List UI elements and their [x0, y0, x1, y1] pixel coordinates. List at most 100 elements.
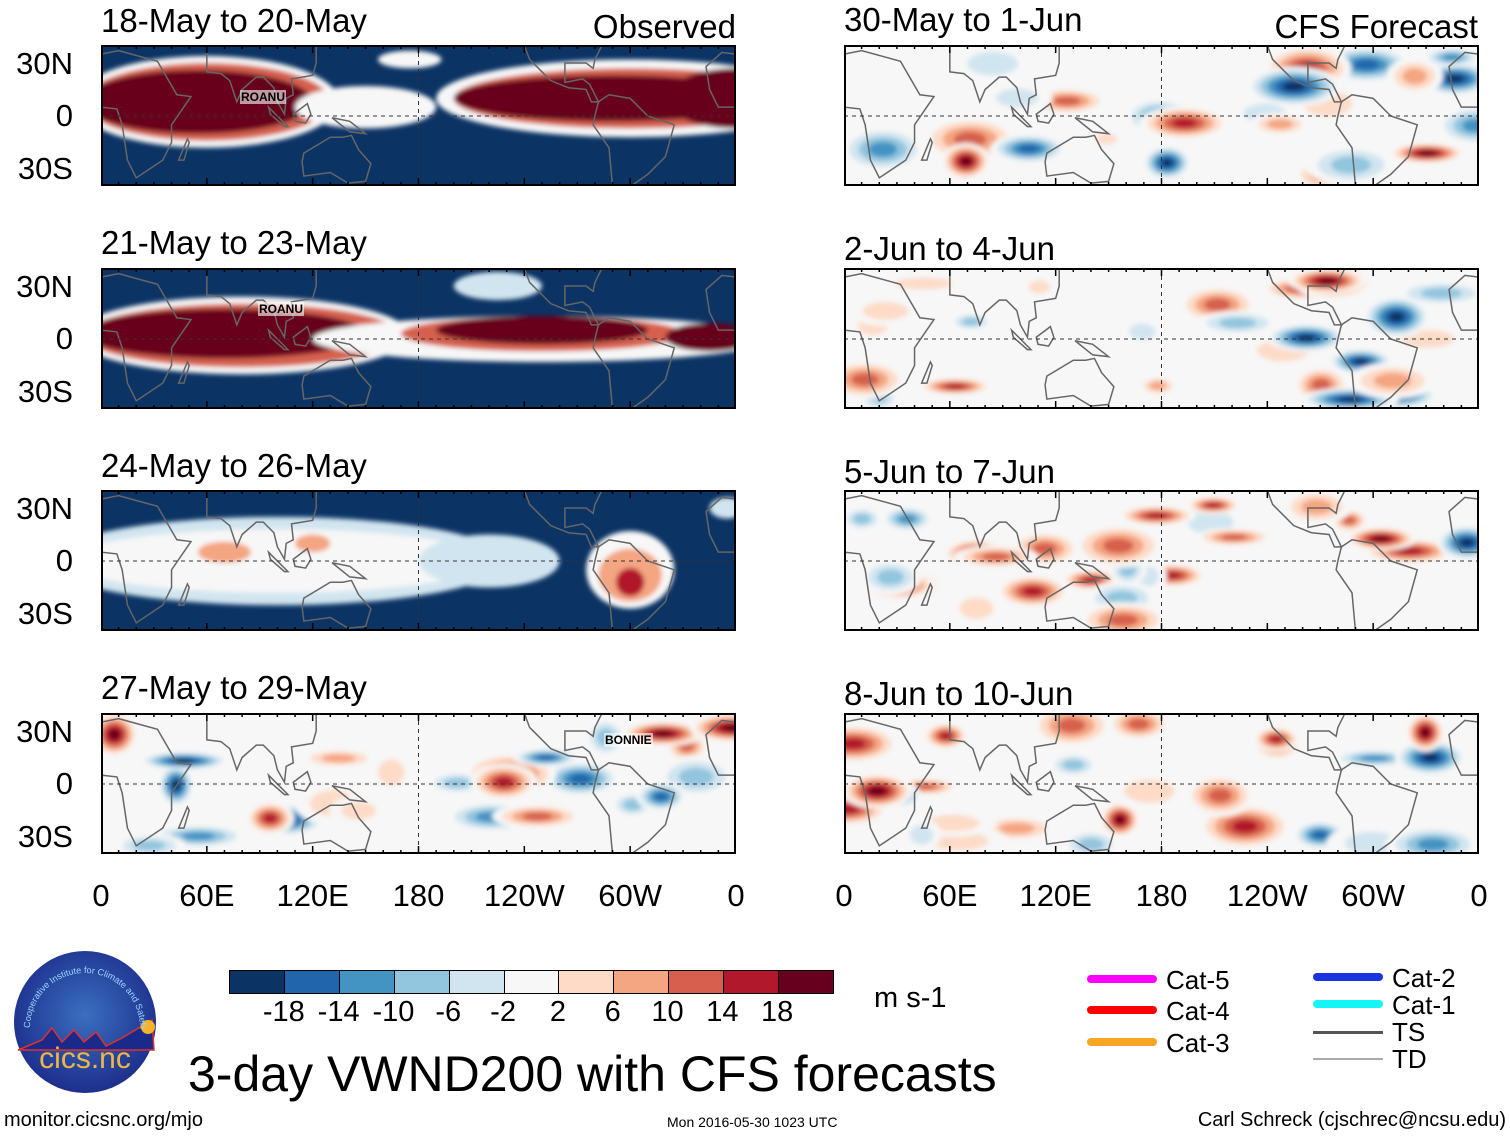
wind-anomaly-contour — [133, 840, 166, 851]
wind-anomaly-contour — [1317, 277, 1337, 284]
wind-anomaly-contour — [1095, 133, 1118, 145]
wind-anomaly-contour — [1232, 820, 1258, 833]
coastline — [920, 805, 933, 829]
wind-anomaly-contour — [321, 754, 356, 763]
footer-url[interactable]: monitor.cicsnc.org/mjo — [4, 1109, 203, 1131]
wind-anomaly-contour — [967, 51, 1019, 76]
wind-anomaly-contour — [1422, 753, 1439, 762]
wind-anomaly-contour — [1057, 718, 1086, 733]
legend-line-cat-2 — [1313, 973, 1383, 981]
colorbar-swatch — [339, 971, 395, 993]
footer-credit: Carl Schreck (cjschrec@ncsu.edu) — [1197, 1109, 1506, 1131]
lat-label: 0 — [55, 321, 73, 356]
colorbar-tick: 18 — [761, 996, 794, 1028]
wind-anomaly-contour — [1396, 547, 1423, 555]
wind-anomaly-contour — [1108, 614, 1139, 627]
colorbar-swatch — [284, 971, 340, 993]
wind-anomaly-contour — [622, 799, 643, 811]
coastline — [331, 340, 369, 358]
lat-label: 30S — [17, 374, 73, 409]
wind-anomaly-contour — [101, 70, 313, 134]
wind-anomaly-contour — [1124, 779, 1175, 803]
coastline — [1074, 340, 1112, 358]
wind-anomaly-contour — [1149, 381, 1167, 391]
wind-anomaly-contour — [377, 50, 442, 69]
coastline — [177, 360, 190, 384]
wind-anomaly-contour — [1018, 144, 1040, 153]
coastline — [292, 770, 312, 792]
lat-label: 30N — [16, 491, 73, 526]
map-panel-observed-2 — [101, 268, 736, 409]
coastline — [101, 494, 193, 624]
coastline — [592, 94, 676, 186]
coastline — [331, 785, 369, 803]
wind-anomaly-contour — [1205, 502, 1221, 508]
wind-anomaly-contour — [1161, 158, 1173, 167]
lon-label: 180 — [1135, 878, 1188, 913]
legend-line-cat-1 — [1313, 1000, 1383, 1008]
wind-anomaly-contour — [909, 825, 934, 845]
map-svg — [844, 268, 1479, 409]
coastline — [101, 272, 193, 402]
wind-anomaly-contour — [1129, 323, 1156, 340]
wind-anomaly-contour — [1102, 538, 1134, 554]
map-svg — [101, 490, 736, 631]
map-frame — [101, 490, 736, 631]
wind-anomaly-contour — [852, 513, 872, 525]
legend-line-cat-5 — [1087, 975, 1157, 983]
wind-anomaly-contour — [851, 372, 879, 386]
colorbar-swatch — [230, 971, 285, 993]
legend-line-td — [1313, 1058, 1383, 1060]
wind-anomaly-contour — [1145, 512, 1168, 519]
wind-anomaly-contour — [1105, 590, 1138, 606]
coastline — [267, 772, 290, 796]
colorbar-tick: -2 — [490, 996, 516, 1028]
lon-label: 0 — [835, 878, 853, 913]
coastline — [331, 117, 369, 135]
wind-anomaly-contour — [1163, 572, 1182, 579]
panel-title: 30-May to 1-Jun — [844, 1, 1083, 38]
coastline — [1010, 772, 1033, 796]
coastline — [844, 717, 936, 847]
coastline — [1448, 51, 1479, 108]
coastline — [523, 45, 603, 103]
colorbar-units: m s-1 — [874, 982, 947, 1014]
observed-label: Observed — [592, 8, 736, 45]
colorbar-tick: 2 — [549, 996, 566, 1028]
wind-anomaly-contour — [1220, 534, 1248, 541]
coastline — [705, 274, 736, 331]
legend-line-ts — [1313, 1031, 1383, 1034]
coastline — [523, 713, 603, 771]
wind-anomaly-contour — [1219, 317, 1257, 329]
coastline — [523, 268, 603, 326]
lat-label: 30S — [17, 596, 73, 631]
coastline — [705, 719, 736, 776]
lat-label: 30S — [17, 151, 73, 186]
wind-anomaly-contour — [378, 759, 405, 786]
coastline — [1010, 327, 1033, 351]
coastline — [920, 582, 933, 606]
colorbar-swatch — [724, 971, 780, 993]
wind-anomaly-contour — [1115, 815, 1125, 824]
wind-anomaly-contour — [1462, 118, 1479, 133]
wind-anomaly-contour — [1311, 378, 1331, 392]
coastline — [1448, 719, 1479, 776]
coastline — [1335, 94, 1419, 186]
colorbar-swatch — [504, 971, 560, 993]
storm-label: BONNIE — [604, 733, 653, 747]
wind-anomaly-contour — [1297, 334, 1316, 341]
wind-anomaly-contour — [1342, 516, 1356, 525]
wind-anomaly-contour — [1301, 499, 1332, 515]
colorbar-tick: -6 — [435, 996, 462, 1028]
wind-anomaly-contour — [1373, 372, 1412, 389]
lon-label: 120W — [483, 878, 565, 913]
coastline — [920, 137, 933, 161]
wind-anomaly-contour — [263, 813, 277, 823]
coastline — [1074, 562, 1112, 580]
panel-title: 8-Jun to 10-Jun — [844, 675, 1074, 712]
legend-label: TD — [1392, 1044, 1427, 1074]
lon-label: 60E — [179, 878, 235, 913]
coastline — [292, 325, 312, 347]
wind-anomaly-contour — [494, 776, 513, 788]
